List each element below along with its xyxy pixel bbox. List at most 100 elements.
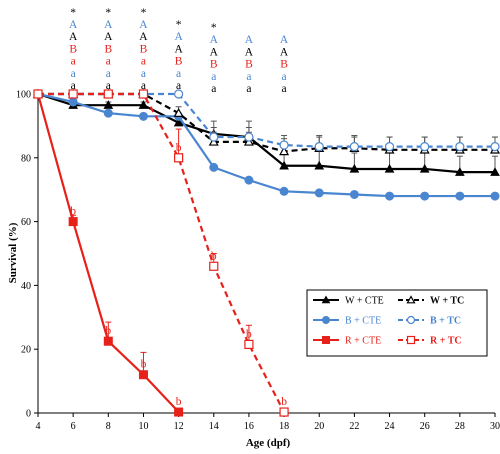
x-tick-label: 28 bbox=[455, 421, 465, 432]
data-point-b-cte bbox=[490, 191, 500, 201]
series-line-r-tc bbox=[38, 92, 286, 413]
x-tick-label: 20 bbox=[314, 421, 324, 432]
x-tick-label: 8 bbox=[106, 421, 111, 432]
x-tick-label: 26 bbox=[420, 421, 430, 432]
x-tick-label: 18 bbox=[279, 421, 289, 432]
data-point-b-tc bbox=[174, 89, 184, 99]
significance-letter: a bbox=[282, 71, 287, 83]
data-point-b-cte bbox=[385, 191, 395, 201]
significance-letter: a bbox=[106, 56, 111, 68]
significance-letter: a bbox=[246, 83, 251, 95]
x-tick-label: 24 bbox=[385, 421, 395, 432]
data-point-w-tc bbox=[173, 107, 184, 117]
significance-letter: A bbox=[139, 31, 148, 43]
significance-letters: *AABaaa*AABaaa*AABaaa*AABaa*AABaaAABaaAA… bbox=[69, 7, 289, 95]
data-point-r-tc bbox=[138, 89, 149, 99]
data-point-w-cte bbox=[173, 117, 184, 127]
series-line-w-tc bbox=[38, 92, 495, 153]
significance-letter: A bbox=[245, 34, 254, 46]
significance-letter: A bbox=[139, 19, 148, 31]
legend-label: W + TC bbox=[430, 296, 464, 307]
series-layer bbox=[32, 88, 500, 417]
series-line-w-cte bbox=[37, 92, 495, 174]
x-axis-title: Age (dpf) bbox=[246, 437, 291, 449]
legend: W + CTE W + TC B + CTE B + TC R + CTE R + TC bbox=[306, 289, 488, 357]
data-point-b-cte bbox=[279, 186, 289, 196]
significance-letter: A bbox=[104, 19, 113, 31]
legend-swatch-marker bbox=[406, 295, 416, 304]
data-point-w-cte bbox=[349, 163, 360, 173]
y-tick-label: 20 bbox=[21, 345, 31, 356]
point-label: b bbox=[141, 359, 147, 371]
legend-swatch-marker bbox=[322, 336, 330, 344]
y-tick-label: 60 bbox=[21, 217, 31, 228]
data-point-b-cte bbox=[420, 191, 430, 201]
x-tick-label: 6 bbox=[71, 421, 76, 432]
x-tick-label: 4 bbox=[36, 421, 41, 432]
data-point-r-tc bbox=[103, 89, 113, 99]
data-point-r-cte bbox=[138, 370, 148, 380]
data-point-r-cte bbox=[103, 336, 113, 346]
series-w-tc bbox=[32, 88, 500, 156]
series-line-b-tc bbox=[38, 92, 495, 148]
series-r-tc bbox=[33, 89, 289, 417]
series-b-cte bbox=[33, 89, 500, 201]
data-point-w-cte bbox=[314, 160, 325, 170]
data-point-b-cte bbox=[103, 108, 113, 118]
significance-letter: a bbox=[176, 80, 181, 92]
significance-letter: a bbox=[71, 56, 76, 68]
data-point-b-tc bbox=[209, 132, 219, 142]
data-point-b-tc bbox=[244, 132, 254, 142]
data-point-b-cte bbox=[138, 111, 148, 121]
x-tick-label: 10 bbox=[138, 421, 148, 432]
legend-swatch-marker bbox=[406, 315, 416, 325]
data-point-r-tc bbox=[209, 261, 219, 271]
x-tick-label: 22 bbox=[349, 421, 359, 432]
significance-letter: B bbox=[104, 43, 112, 55]
y-tick-label: 40 bbox=[21, 281, 31, 292]
significance-letter: a bbox=[176, 68, 181, 80]
x-tick-label: 14 bbox=[209, 421, 219, 432]
data-point-w-cte bbox=[490, 167, 500, 176]
point-label: b bbox=[211, 250, 217, 262]
data-point-b-tc bbox=[279, 140, 289, 150]
point-label: b bbox=[105, 325, 111, 337]
data-point-r-cte bbox=[174, 407, 184, 417]
series-r-cte bbox=[33, 89, 184, 417]
significance-letter: B bbox=[140, 43, 148, 55]
significance-letter: a bbox=[211, 71, 216, 83]
legend-label: B + CTE bbox=[345, 316, 381, 327]
legend-swatch-marker bbox=[322, 316, 330, 324]
legend-label: R + CTE bbox=[345, 336, 381, 347]
significance-letter: A bbox=[245, 46, 254, 58]
y-tick-label: 0 bbox=[26, 409, 31, 420]
y-tick-label: 80 bbox=[21, 153, 31, 164]
series-line-b-cte bbox=[37, 92, 495, 198]
significance-letter: a bbox=[211, 83, 216, 95]
x-tick-label: 30 bbox=[490, 421, 500, 432]
point-label: b bbox=[281, 396, 287, 408]
data-point-w-cte bbox=[419, 163, 430, 173]
point-label: b bbox=[176, 396, 182, 408]
significance-letter: A bbox=[104, 31, 113, 43]
point-label: b bbox=[246, 328, 252, 340]
data-point-b-cte bbox=[349, 189, 359, 199]
significance-letter: a bbox=[106, 68, 111, 80]
significance-letter: A bbox=[174, 31, 183, 43]
data-point-r-tc bbox=[68, 89, 78, 99]
data-point-r-tc bbox=[174, 153, 184, 163]
significance-letter: A bbox=[280, 34, 289, 46]
series-line-r-cte bbox=[36, 93, 180, 413]
data-point-b-cte bbox=[209, 162, 219, 172]
data-point-w-cte bbox=[103, 100, 114, 109]
data-point-r-tc bbox=[279, 407, 289, 417]
significance-letter: A bbox=[280, 46, 289, 58]
significance-letter: B bbox=[210, 59, 218, 71]
legend-swatch-marker bbox=[406, 335, 416, 345]
axes: 4 6 8 10 12 14 16 18 20 22 24 26 28 30 0 20 40 60 80 100 bbox=[16, 90, 500, 433]
point-label: b bbox=[70, 206, 76, 218]
series-w-cte bbox=[33, 88, 500, 176]
significance-letter: A bbox=[210, 46, 219, 58]
